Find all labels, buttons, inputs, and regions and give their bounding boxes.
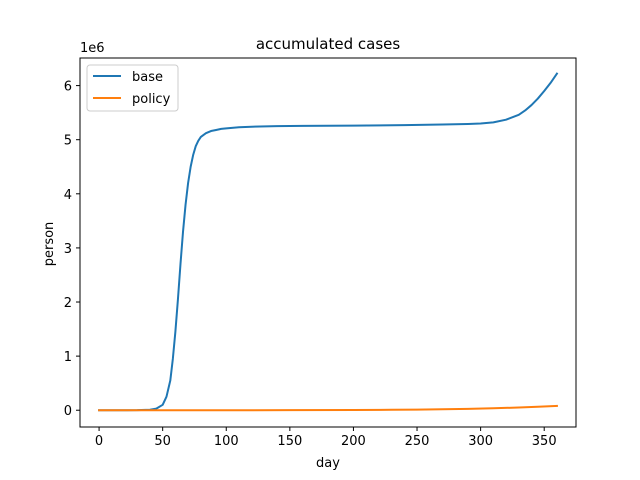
series-line-base — [98, 72, 559, 412]
y-axis-label: person — [42, 222, 57, 267]
legend-label-policy: policy — [132, 92, 171, 107]
y-tick-label: 3 — [64, 242, 72, 257]
chart-title: accumulated cases — [256, 35, 401, 53]
y-tick-label: 2 — [64, 296, 72, 311]
x-tick-label: 200 — [341, 434, 366, 449]
y-tick-label: 6 — [64, 80, 72, 95]
plot-area — [79, 57, 577, 428]
x-tick-label: 300 — [468, 434, 493, 449]
legend: base policy — [86, 64, 179, 112]
x-tick-label: 0 — [95, 434, 103, 449]
x-tick-label: 350 — [532, 434, 557, 449]
y-tick-label: 1 — [64, 350, 72, 365]
y-axis-ticks: 0 1 2 3 4 5 6 — [64, 80, 80, 419]
y-offset-label: 1e6 — [80, 41, 105, 56]
legend-label-base: base — [132, 70, 163, 85]
y-tick-label: 5 — [64, 134, 72, 149]
x-axis-ticks: 0 50 100 150 200 250 300 350 — [95, 427, 557, 449]
x-tick-label: 150 — [277, 434, 302, 449]
x-tick-label: 50 — [154, 434, 171, 449]
x-tick-label: 100 — [214, 434, 239, 449]
x-axis-label: day — [316, 456, 340, 471]
x-tick-label: 250 — [405, 434, 430, 449]
y-tick-label: 4 — [64, 188, 72, 203]
series-line-policy — [98, 404, 558, 412]
axes-frame — [79, 57, 577, 428]
y-tick-label: 0 — [64, 404, 72, 419]
